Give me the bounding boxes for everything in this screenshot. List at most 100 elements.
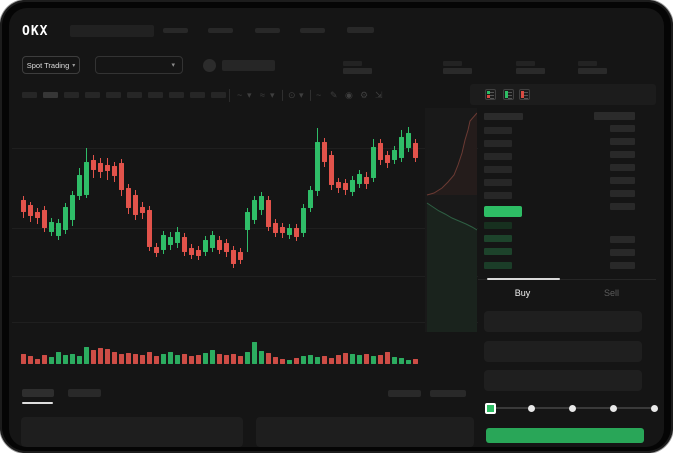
volume-bar xyxy=(231,354,236,364)
volume-bar xyxy=(224,355,229,364)
chevron-down-icon[interactable]: ▾ xyxy=(247,90,252,100)
book-view-all-icon[interactable] xyxy=(485,89,496,100)
amount-bar xyxy=(610,164,635,171)
stat-value xyxy=(443,68,472,74)
slider-handle[interactable] xyxy=(484,402,496,414)
amount-bar xyxy=(610,262,635,269)
candle-body xyxy=(287,228,292,235)
chevron-down-icon[interactable]: ▾ xyxy=(299,90,304,100)
candle-body xyxy=(406,133,411,148)
amount-input[interactable] xyxy=(484,341,642,362)
candle-body xyxy=(294,228,299,237)
candle-body xyxy=(217,240,222,250)
volume-bar xyxy=(399,358,404,364)
pair-selector-dropdown[interactable]: ▾ xyxy=(95,56,183,74)
nav-item[interactable] xyxy=(255,28,280,33)
settings-icon[interactable]: ⚙ xyxy=(360,90,369,100)
ask-price-bar[interactable] xyxy=(484,179,512,186)
draw-tool-icon[interactable]: ✎ xyxy=(330,90,338,100)
icon-mark xyxy=(521,91,524,98)
candle-body xyxy=(168,237,173,245)
timeframe-button[interactable] xyxy=(148,92,163,98)
bid-price-bar[interactable] xyxy=(484,262,512,269)
ask-price-bar[interactable] xyxy=(484,140,512,147)
volume-bar xyxy=(371,356,376,364)
candle-body xyxy=(259,196,264,210)
candle-body xyxy=(105,165,110,171)
ask-price-bar[interactable] xyxy=(484,153,512,160)
timeframe-button-active[interactable] xyxy=(43,92,58,98)
total-input[interactable] xyxy=(484,370,642,391)
tab-sell[interactable]: Sell xyxy=(603,288,619,298)
camera-icon[interactable]: ◉ xyxy=(345,90,353,100)
chart-type-icon[interactable]: ~ xyxy=(237,90,243,100)
bid-price-bar[interactable] xyxy=(484,235,512,242)
timeframe-button[interactable] xyxy=(190,92,205,98)
stat-value xyxy=(516,68,545,74)
slider-stop[interactable] xyxy=(527,404,535,412)
nav-item[interactable] xyxy=(300,28,325,33)
stat-label xyxy=(516,61,535,66)
bottom-tab[interactable] xyxy=(68,389,101,397)
book-view-asks-icon[interactable] xyxy=(519,89,530,100)
volume-bar xyxy=(189,356,194,364)
toolbar-divider xyxy=(229,89,230,102)
volume-bar xyxy=(280,359,285,364)
candle-body xyxy=(140,207,145,213)
bottom-tab-underline xyxy=(22,402,53,404)
timeframe-button[interactable] xyxy=(85,92,100,98)
place-buy-order-button[interactable] xyxy=(486,428,644,443)
volume-bar xyxy=(406,360,411,364)
volume-bar xyxy=(287,360,292,364)
candle-body xyxy=(392,150,397,160)
market-type-dropdown[interactable]: Spot Trading ▾ xyxy=(22,56,80,74)
fullscreen-icon[interactable]: ⇲ xyxy=(375,90,383,100)
timeframe-button[interactable] xyxy=(22,92,37,98)
indicator-icon[interactable]: ≈ xyxy=(260,90,265,100)
bottom-action-bar[interactable] xyxy=(430,390,466,397)
slider-stop[interactable] xyxy=(650,404,658,412)
book-view-bids-icon[interactable] xyxy=(503,89,514,100)
price-input[interactable] xyxy=(484,311,642,332)
bottom-action-bar[interactable] xyxy=(388,390,421,397)
bottom-tab-active[interactable] xyxy=(22,389,54,397)
volume-bar xyxy=(119,354,124,364)
slider-stop[interactable] xyxy=(609,404,617,412)
line-tool-icon[interactable]: ~ xyxy=(316,90,322,100)
candle-body xyxy=(280,227,285,233)
amount-bar xyxy=(610,125,635,132)
timeframe-button[interactable] xyxy=(169,92,184,98)
candle-body xyxy=(112,166,117,176)
amount-bar xyxy=(610,151,635,158)
timeframe-button[interactable] xyxy=(127,92,142,98)
toolbar-divider: │ xyxy=(308,90,314,100)
candle-body xyxy=(49,222,54,232)
ask-price-bar[interactable] xyxy=(484,192,512,199)
timeframe-button[interactable] xyxy=(106,92,121,98)
candle-body xyxy=(350,180,355,192)
slider-stop[interactable] xyxy=(568,404,576,412)
bid-price-bar[interactable] xyxy=(484,222,512,229)
okx-logo[interactable]: OKX xyxy=(22,24,49,39)
stat-label xyxy=(578,61,597,66)
tab-buy[interactable]: Buy xyxy=(514,288,531,298)
nav-item[interactable] xyxy=(163,28,188,33)
volume-bar xyxy=(315,357,320,364)
ask-price-bar[interactable] xyxy=(484,166,512,173)
chevron-down-icon: ▾ xyxy=(171,62,175,69)
compare-icon[interactable]: ⊙ xyxy=(288,90,296,100)
volume-bar xyxy=(322,356,327,364)
timeframe-button[interactable] xyxy=(64,92,79,98)
timeframe-button[interactable] xyxy=(211,92,226,98)
icon-mark xyxy=(508,92,512,93)
nav-item[interactable] xyxy=(208,28,233,33)
amount-bar xyxy=(610,203,635,210)
nav-item[interactable] xyxy=(347,27,374,33)
candle-body xyxy=(238,252,243,260)
ask-price-bar[interactable] xyxy=(484,127,512,134)
coin-avatar xyxy=(203,59,216,72)
chevron-down-icon[interactable]: ▾ xyxy=(270,90,275,100)
last-price-button[interactable] xyxy=(484,206,522,217)
bid-price-bar[interactable] xyxy=(484,248,512,255)
